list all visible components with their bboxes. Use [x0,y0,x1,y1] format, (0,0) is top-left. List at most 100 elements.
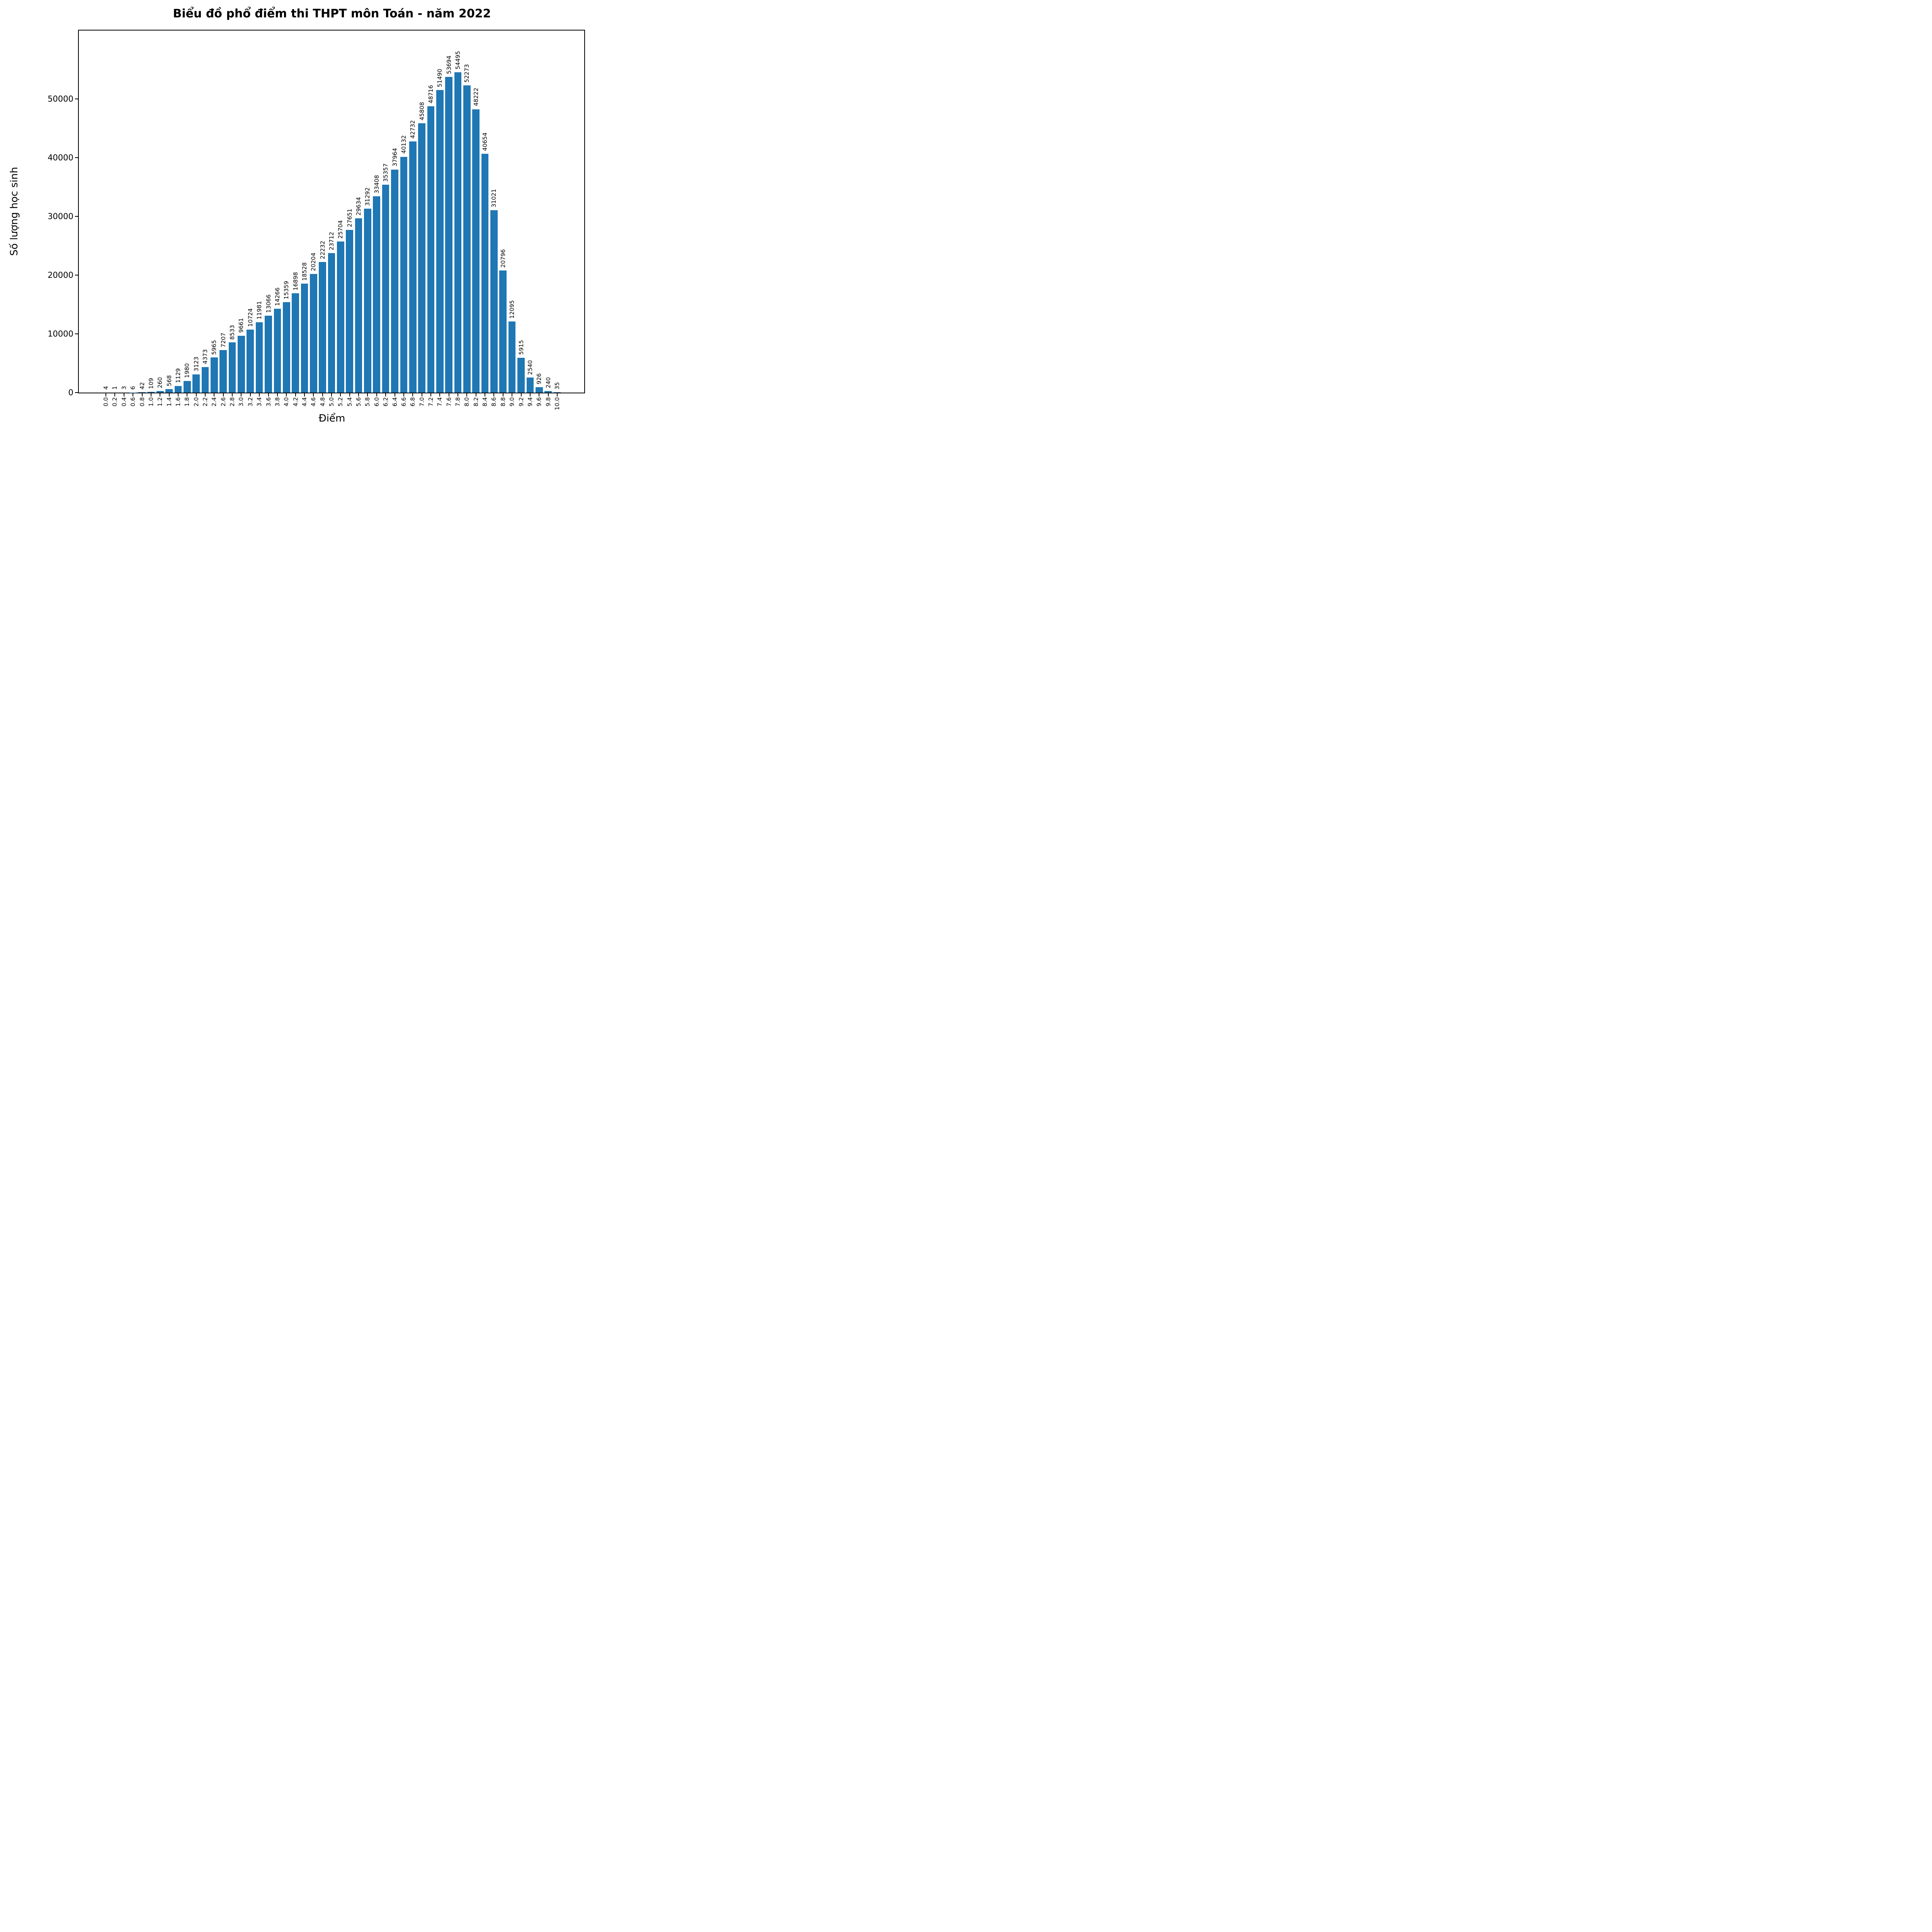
x-tick-label: 2.6 [219,397,227,406]
bar [147,392,155,393]
bar-value-label: 16898 [292,272,299,291]
bar-value-label: 1980 [184,363,191,378]
x-tick-mark [367,393,368,396]
x-tick-label: 0.2 [111,397,119,406]
bar [382,185,389,393]
bar-value-label: 18528 [301,262,308,281]
bar-value-label: 4373 [201,349,209,364]
bar [301,284,308,393]
bar [265,316,272,393]
x-tick-mark [439,393,440,396]
bar-value-label: 13066 [265,294,272,313]
x-tick-label: 4.2 [292,397,299,406]
chart-figure: Biểu đồ phổ điểm thi THPT môn Toán - năm… [0,0,590,437]
y-tick-mark [75,274,78,276]
bar-value-label: 11981 [255,301,263,320]
x-tick-mark [105,393,107,396]
bar-value-label: 53694 [445,56,452,74]
x-tick-label: 10.0 [553,397,561,410]
y-tick-mark [75,392,78,393]
bar [346,230,354,393]
bar [219,350,227,393]
x-tick-mark [241,393,242,396]
x-tick-label: 4.4 [301,397,308,406]
x-tick-mark [295,393,296,396]
bar [373,196,381,393]
x-tick-mark [277,393,278,396]
x-tick-label: 7.0 [418,397,425,406]
bar-value-label: 22232 [319,240,326,259]
bar-value-label: 45808 [418,102,425,121]
x-tick-mark [412,393,413,396]
x-tick-label: 9.0 [508,397,515,406]
x-tick-label: 1.2 [156,397,163,406]
x-tick-label: 7.8 [454,397,461,406]
x-tick-label: 2.2 [201,397,209,406]
y-tick-label: 30000 [48,211,73,221]
bar [201,367,209,393]
x-tick-mark [520,393,522,396]
x-tick-mark [403,393,404,396]
bar-value-label: 42732 [409,120,416,139]
bar-value-label: 48716 [427,85,434,104]
x-tick-mark [358,393,359,396]
x-tick-label: 4.6 [310,397,317,406]
bar-value-label: 31021 [490,189,498,207]
x-tick-label: 3.0 [238,397,245,406]
bar-value-label: 260 [156,377,163,388]
y-tick-label: 40000 [48,153,73,162]
x-tick-label: 5.0 [328,397,335,406]
x-tick-mark [141,393,143,396]
y-tick-label: 20000 [48,270,73,280]
bar [427,106,435,393]
x-tick-label: 3.6 [265,397,272,406]
bar [499,270,507,393]
x-tick-label: 1.0 [147,397,155,406]
bar [247,329,254,393]
x-tick-label: 3.8 [274,397,281,406]
x-tick-label: 8.4 [481,397,488,406]
bar-value-label: 48222 [472,88,480,107]
bar [274,309,281,393]
x-tick-label: 3.4 [255,397,263,406]
bar-value-label: 5915 [517,340,525,355]
bar [355,218,362,393]
bar [364,209,371,393]
x-tick-label: 4.8 [319,397,326,406]
x-tick-label: 0.8 [138,397,146,406]
x-tick-mark [177,393,179,396]
bar-value-label: 10724 [247,308,254,327]
x-tick-mark [430,393,431,396]
x-tick-label: 8.6 [490,397,498,406]
bar-value-label: 40132 [400,135,407,154]
x-tick-mark [322,393,323,396]
x-tick-label: 9.2 [517,397,525,406]
x-tick-mark [114,393,116,396]
bar-value-label: 4 [102,386,109,390]
bar-value-label: 1129 [174,368,182,383]
x-tick-label: 3.2 [247,397,254,406]
x-tick-label: 8.8 [499,397,507,406]
x-tick-label: 6.4 [391,397,398,406]
x-tick-label: 5.2 [337,397,344,406]
bar [535,387,543,393]
bar [400,156,408,393]
bar-value-label: 29634 [355,197,362,216]
x-tick-mark [205,393,206,396]
x-tick-label: 6.8 [409,397,416,406]
x-tick-label: 7.2 [427,397,434,406]
y-tick-label: 50000 [48,94,73,104]
bar [156,391,164,393]
y-tick-mark [75,157,78,158]
bar-value-label: 54495 [454,51,461,70]
bar-value-label: 15359 [282,281,290,299]
bar-value-label: 20204 [310,252,317,271]
x-tick-label: 1.4 [165,397,173,406]
bar-value-label: 23712 [328,232,335,250]
bar-value-label: 6 [129,386,136,390]
bar-value-label: 109 [147,378,155,389]
bar [192,374,200,393]
bar [472,109,480,393]
bar-value-label: 2540 [526,360,534,375]
x-tick-mark [286,393,287,396]
